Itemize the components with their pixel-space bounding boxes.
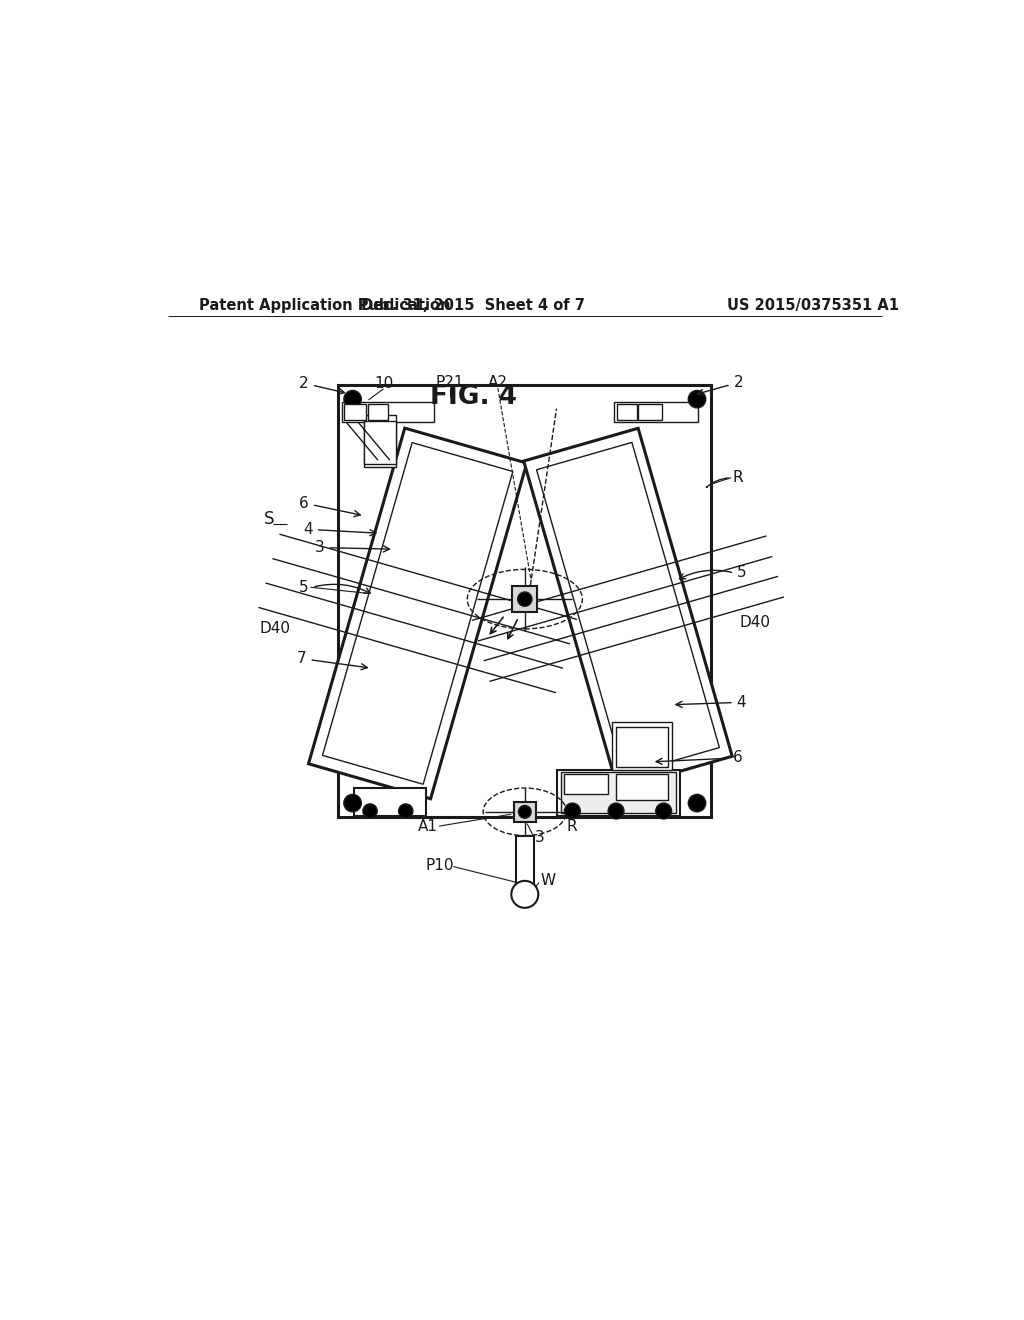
FancyArrowPatch shape bbox=[707, 478, 728, 487]
Text: FIG. 4: FIG. 4 bbox=[430, 384, 517, 409]
Circle shape bbox=[608, 803, 624, 818]
Text: D40: D40 bbox=[739, 615, 770, 631]
Text: 5: 5 bbox=[736, 565, 746, 581]
Polygon shape bbox=[537, 442, 720, 775]
Bar bbox=[365, 414, 396, 466]
Text: D40: D40 bbox=[260, 620, 291, 636]
Bar bbox=[342, 401, 433, 422]
Circle shape bbox=[362, 804, 377, 818]
Text: 10: 10 bbox=[374, 376, 393, 391]
Text: P21: P21 bbox=[436, 375, 465, 389]
Circle shape bbox=[398, 804, 413, 818]
Text: US 2015/0375351 A1: US 2015/0375351 A1 bbox=[727, 298, 899, 313]
Polygon shape bbox=[323, 442, 513, 784]
Polygon shape bbox=[308, 428, 526, 799]
Text: Patent Application Publication: Patent Application Publication bbox=[200, 298, 451, 313]
Text: 7: 7 bbox=[297, 651, 368, 669]
Bar bbox=[514, 801, 536, 822]
Text: P10: P10 bbox=[426, 858, 454, 873]
Bar bbox=[354, 788, 426, 816]
Circle shape bbox=[511, 880, 539, 908]
Circle shape bbox=[688, 795, 706, 812]
Text: Dec. 31, 2015  Sheet 4 of 7: Dec. 31, 2015 Sheet 4 of 7 bbox=[361, 298, 585, 313]
Text: R: R bbox=[733, 470, 743, 486]
Bar bbox=[638, 404, 663, 420]
Text: 2: 2 bbox=[299, 376, 344, 395]
Text: 3: 3 bbox=[536, 830, 545, 845]
Bar bbox=[368, 404, 387, 420]
Bar bbox=[512, 586, 538, 612]
Bar bbox=[616, 404, 637, 420]
Circle shape bbox=[518, 805, 531, 818]
Text: 2: 2 bbox=[697, 375, 743, 395]
Text: S: S bbox=[264, 510, 274, 528]
Bar bbox=[338, 385, 712, 817]
Circle shape bbox=[518, 591, 531, 606]
Text: W: W bbox=[541, 874, 556, 888]
Bar bbox=[616, 774, 668, 800]
Text: 5: 5 bbox=[299, 579, 309, 595]
Bar bbox=[614, 401, 697, 422]
Text: 4: 4 bbox=[303, 521, 376, 537]
Circle shape bbox=[655, 803, 672, 818]
Text: R: R bbox=[566, 818, 577, 834]
Text: 6: 6 bbox=[299, 495, 360, 516]
Circle shape bbox=[344, 391, 361, 408]
Bar bbox=[365, 421, 396, 465]
Text: A1: A1 bbox=[418, 818, 437, 834]
Text: 4: 4 bbox=[676, 694, 746, 710]
Bar bbox=[344, 404, 367, 420]
Bar bbox=[564, 774, 608, 793]
Polygon shape bbox=[523, 428, 732, 789]
Circle shape bbox=[344, 795, 361, 812]
Bar bbox=[557, 770, 680, 816]
Text: A2: A2 bbox=[487, 375, 508, 389]
Text: 6: 6 bbox=[656, 750, 742, 766]
Bar bbox=[616, 727, 668, 767]
Bar bbox=[612, 722, 672, 770]
Circle shape bbox=[564, 803, 581, 818]
Bar bbox=[560, 772, 676, 813]
Bar bbox=[516, 836, 534, 895]
Circle shape bbox=[688, 391, 706, 408]
Text: 3: 3 bbox=[315, 540, 389, 554]
